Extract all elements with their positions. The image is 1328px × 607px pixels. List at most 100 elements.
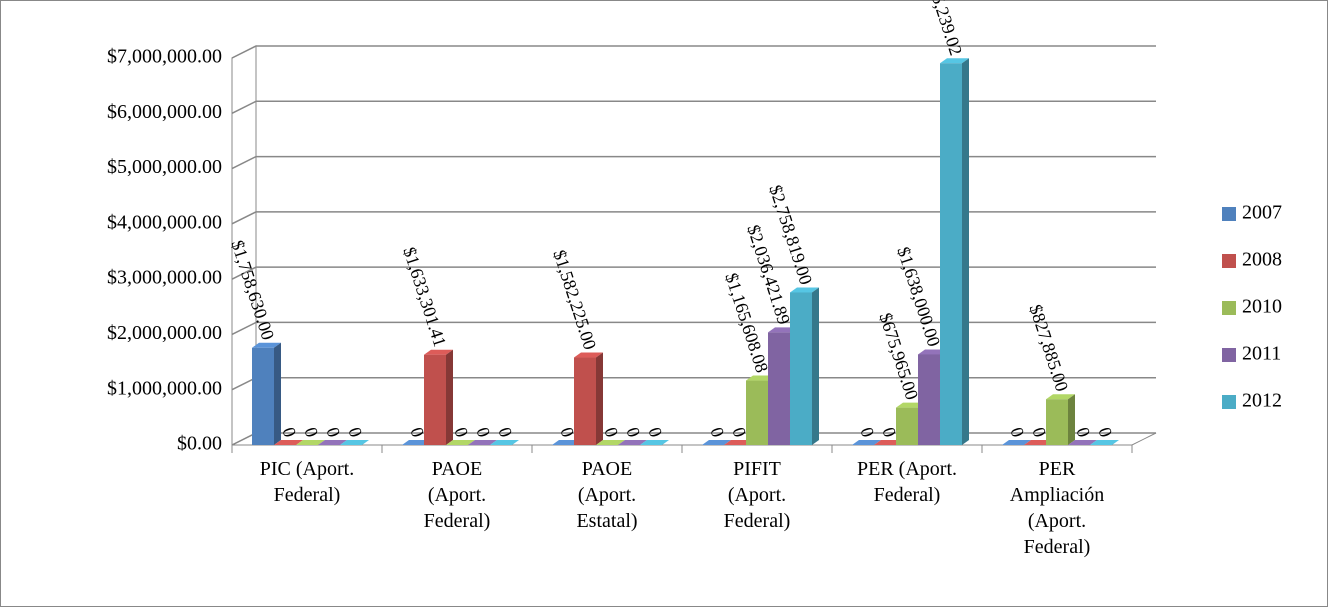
- y-tick-label: $7,000,000.00: [107, 46, 222, 68]
- bar-top: [852, 440, 881, 445]
- bar-top: [274, 440, 303, 445]
- bar-front: [1046, 399, 1068, 445]
- bar-front: [940, 63, 962, 446]
- bar: [940, 58, 969, 446]
- bar-front: [918, 354, 940, 445]
- bar-front: [574, 357, 596, 445]
- bar-side: [962, 58, 969, 446]
- y-tick-label: $5,000,000.00: [107, 156, 222, 178]
- bar-top: [318, 440, 347, 445]
- bar-side: [274, 342, 281, 445]
- bar: [490, 440, 519, 445]
- legend-swatch: [1222, 254, 1236, 268]
- legend-label: 2008: [1242, 249, 1282, 271]
- y-tick-label: $6,000,000.00: [107, 101, 222, 123]
- x-tick-label: PIC (Aport. Federal): [260, 458, 354, 506]
- grid-line: [231, 321, 1156, 336]
- bar-side: [596, 352, 603, 445]
- bar-top: [940, 58, 969, 64]
- bar-top: [746, 375, 775, 381]
- bar: [702, 440, 731, 445]
- x-tick-label: PAOE (Aport. Estatal): [576, 458, 637, 532]
- bar-top: [724, 440, 753, 445]
- bar-top: [296, 440, 325, 445]
- bar: [724, 440, 753, 445]
- bar: [252, 342, 281, 445]
- bar: [296, 440, 325, 445]
- bar: [1024, 440, 1053, 445]
- bar-top: [874, 440, 903, 445]
- bar: [446, 440, 475, 445]
- grid-line: [231, 155, 1156, 170]
- bar-front: [896, 407, 918, 445]
- bar: [340, 440, 369, 445]
- x-tick-label: PER Ampliación (Aport. Federal): [1010, 458, 1104, 558]
- bar-top: [552, 440, 581, 445]
- bar-top: [402, 440, 431, 445]
- grid-line: [231, 211, 1156, 225]
- bar: [618, 440, 647, 445]
- bar: [596, 440, 625, 445]
- bar-top: [1002, 440, 1031, 445]
- bar: [274, 440, 303, 445]
- bar: [402, 440, 431, 445]
- bar: [468, 440, 497, 445]
- bar-top: [896, 402, 925, 408]
- bar-side: [812, 287, 819, 445]
- bar-top: [1090, 440, 1119, 445]
- bar-side: [446, 349, 453, 445]
- bar: [1002, 440, 1031, 445]
- bar-top: [640, 440, 669, 445]
- bar-top: [446, 440, 475, 445]
- y-tick-label: $3,000,000.00: [107, 267, 222, 289]
- bar-top: [340, 440, 369, 445]
- bar-top: [424, 349, 453, 355]
- bar: [424, 349, 453, 445]
- bar: [552, 440, 581, 445]
- bar-side: [1068, 394, 1075, 445]
- bar-top: [1024, 440, 1053, 445]
- y-tick-label: $0.00: [177, 433, 222, 455]
- legend-swatch: [1222, 348, 1236, 362]
- x-tick-label: PAOE (Aport. Federal): [424, 458, 491, 532]
- bar-front: [424, 354, 446, 445]
- y-tick-label: $2,000,000.00: [107, 322, 222, 344]
- bar-front: [746, 380, 768, 445]
- bar: [640, 440, 669, 445]
- bar: [790, 287, 819, 445]
- bar: [574, 352, 603, 445]
- bar-top: [596, 440, 625, 445]
- bar-top: [490, 440, 519, 445]
- bar-top: [252, 342, 281, 348]
- legend-label: 2010: [1242, 296, 1282, 318]
- bar-top: [768, 327, 797, 333]
- y-tick-label: $1,000,000.00: [107, 377, 222, 399]
- bar: [1090, 440, 1119, 445]
- bar-front: [252, 347, 274, 445]
- bar: [852, 440, 881, 445]
- bar-top: [1068, 440, 1097, 445]
- y-tick-label: $4,000,000.00: [107, 211, 222, 233]
- bar-front: [768, 332, 790, 445]
- bar: [1068, 440, 1097, 445]
- bar-top: [702, 440, 731, 445]
- legend-label: 2007: [1242, 202, 1282, 224]
- bar-top: [1046, 394, 1075, 400]
- bar-top: [790, 287, 819, 293]
- legend-swatch: [1222, 301, 1236, 315]
- bar-top: [618, 440, 647, 445]
- bar-top: [468, 440, 497, 445]
- legend-label: 2012: [1242, 390, 1282, 412]
- grid-line: [231, 100, 1156, 114]
- legend-swatch: [1222, 395, 1236, 409]
- x-tick-label: PER (Aport. Federal): [857, 458, 957, 506]
- legend-label: 2011: [1242, 343, 1281, 365]
- bar: [1046, 394, 1075, 445]
- bar: [874, 440, 903, 445]
- x-tick-label: PIFIT (Aport. Federal): [724, 458, 791, 532]
- grid-line: [231, 266, 1156, 280]
- bar-top: [918, 349, 947, 355]
- legend-swatch: [1222, 207, 1236, 221]
